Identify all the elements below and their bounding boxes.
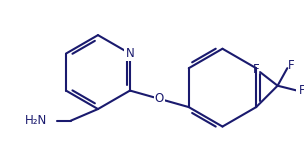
Text: H₂N: H₂N [25, 114, 47, 127]
Text: F: F [253, 63, 260, 76]
Text: F: F [288, 59, 295, 72]
Text: O: O [155, 92, 164, 105]
Text: N: N [126, 47, 134, 60]
Text: F: F [299, 84, 304, 97]
